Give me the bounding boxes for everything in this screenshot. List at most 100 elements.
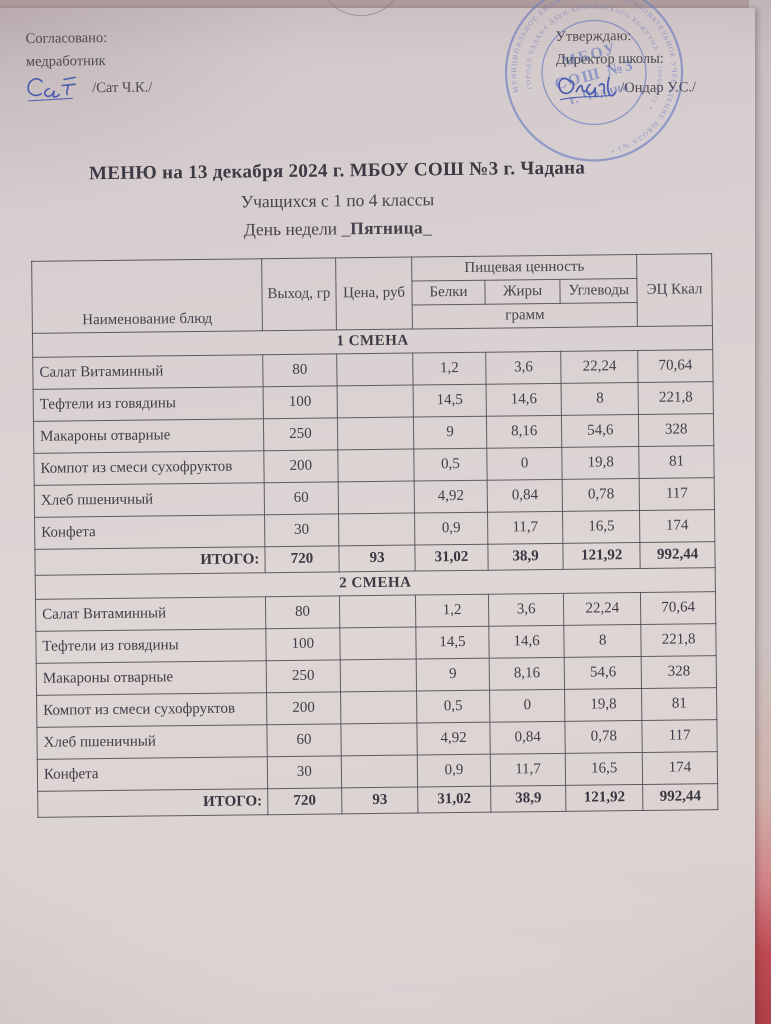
cell: 200 <box>266 691 341 725</box>
cell: 0 <box>486 447 563 481</box>
cell <box>337 385 414 418</box>
cell: 80 <box>262 353 338 387</box>
col-header-out: Выход, гр <box>261 257 337 331</box>
page-title: МЕНЮ на 13 декабря 2024 г. МБОУ СОШ №3 г… <box>88 157 586 185</box>
cell: 19,8 <box>562 446 640 480</box>
cell: Компот из смеси сухофруктов <box>33 450 265 486</box>
cell: Тефтели из говядины <box>33 386 264 422</box>
paper-mark-arc <box>316 0 406 17</box>
cell: 3,6 <box>488 593 565 627</box>
menu-table-wrap: Наименование блюд Выход, гр Цена, руб Пи… <box>31 253 718 818</box>
cell: 328 <box>641 655 717 689</box>
subtitle-classes: Учащихся с 1 по 4 классы <box>240 189 435 212</box>
cell: Макароны отварные <box>36 660 267 696</box>
cell <box>340 691 418 724</box>
cell: 22,24 <box>563 592 641 626</box>
wall-color-spot <box>759 886 771 912</box>
cell: 81 <box>638 445 715 479</box>
cell: Хлеб пшеничный <box>34 482 265 518</box>
medworker-name: /Сат Ч.К./ <box>92 79 153 97</box>
cell: 60 <box>264 481 339 515</box>
cell: Конфета <box>37 756 268 792</box>
col-header-carbs: Углеводы <box>560 278 638 304</box>
cell: 117 <box>639 477 715 511</box>
cell: 16,5 <box>562 510 641 544</box>
cell: 174 <box>639 509 715 543</box>
menu-table: Наименование блюд Выход, гр Цена, руб Пи… <box>31 253 718 818</box>
cell: 54,6 <box>561 414 639 448</box>
cell: 0,84 <box>487 479 563 513</box>
cell <box>339 595 416 628</box>
cell <box>337 449 415 482</box>
cell: 100 <box>262 385 338 419</box>
director-label: Директор школы: <box>555 50 664 68</box>
cell <box>336 353 414 386</box>
col-header-name: Наименование блюд <box>31 258 263 334</box>
col-header-gram: грамм <box>412 302 638 330</box>
cell: 328 <box>638 413 714 447</box>
cell: 14,5 <box>413 384 487 418</box>
cell: 70,64 <box>637 349 714 383</box>
col-header-price: Цена, руб <box>335 257 413 330</box>
cell: 1,2 <box>412 352 486 386</box>
cell: 4,92 <box>414 480 488 514</box>
cell: 121,92 <box>565 784 644 812</box>
cell: Салат Витаминный <box>35 596 266 632</box>
cell: 8,16 <box>489 657 565 691</box>
cell: 3,6 <box>485 351 562 385</box>
cell: Компот из смеси сухофруктов <box>36 692 267 728</box>
cell: 14,6 <box>485 383 562 417</box>
col-header-fat: Жиры <box>484 279 561 305</box>
signature-ondar-icon <box>558 76 617 101</box>
cell: Макароны отварные <box>33 418 264 454</box>
cell: Тефтели из говядины <box>35 628 267 664</box>
left-signature-row: /Сат Ч.К./ <box>26 72 153 102</box>
cell: 31,02 <box>417 786 491 814</box>
cell: 70,64 <box>640 591 716 625</box>
cell: 14,5 <box>415 626 490 660</box>
cell <box>340 723 418 756</box>
cell: 8 <box>561 382 639 416</box>
right-signature-row: /Ондар У.С./ <box>556 70 696 101</box>
cell: 4,92 <box>417 722 491 756</box>
cell: 80 <box>265 595 340 629</box>
cell: 1,2 <box>415 594 489 628</box>
weekday-value: Пятница <box>350 217 424 239</box>
cell: 38,9 <box>490 785 567 813</box>
cell: 200 <box>263 449 339 483</box>
weekday-line: День недели _Пятница_ <box>243 217 432 240</box>
cell: 30 <box>267 755 342 789</box>
cell: 16,5 <box>565 752 643 786</box>
medworker-label: медработник <box>25 53 106 70</box>
cell: 0 <box>489 689 566 723</box>
cell <box>338 513 415 546</box>
cell: 8 <box>564 624 642 658</box>
title-block: МЕНЮ на 13 декабря 2024 г. МБОУ СОШ №3 г… <box>7 157 668 243</box>
cell: 11,7 <box>490 753 566 787</box>
cell <box>337 417 414 450</box>
cell: 992,44 <box>640 541 716 569</box>
cell: 720 <box>264 545 340 573</box>
approval-left-block: Согласовано: медработник /Сат Ч.К./ <box>25 26 153 102</box>
cell: 9 <box>416 658 490 692</box>
approved-label: Утверждаю: <box>555 28 632 45</box>
cell: 8,16 <box>486 415 563 449</box>
cell: 117 <box>642 719 718 753</box>
col-header-nutrition: Пищевая ценность <box>411 254 638 282</box>
cell: 0,9 <box>414 512 488 546</box>
cell: 9 <box>413 416 487 450</box>
cell: 720 <box>267 787 342 815</box>
signature-sat-icon <box>27 76 76 102</box>
cell: 0,78 <box>562 478 640 512</box>
cell: 0,9 <box>417 754 491 788</box>
cell: Хлеб пшеничный <box>36 724 268 760</box>
cell: 19,8 <box>564 688 643 722</box>
menu-sheet: Согласовано: медработник /Сат Ч.К./ <box>0 0 755 1024</box>
cell: 30 <box>264 513 339 547</box>
approval-right-block: Утверждаю: Директор школы: /Ондар У <box>555 24 696 101</box>
cell: 221,8 <box>638 381 714 415</box>
cell <box>339 627 417 660</box>
cell: ИТОГО: <box>37 788 268 818</box>
cell: 54,6 <box>564 656 642 690</box>
